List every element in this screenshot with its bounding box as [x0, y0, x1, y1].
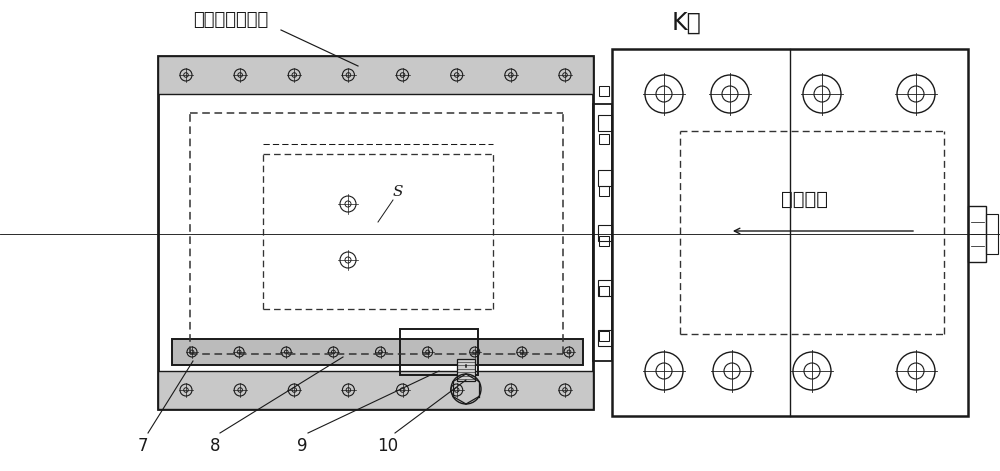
Bar	[986, 214, 998, 254]
Text: K向: K向	[672, 11, 702, 35]
Text: 7: 7	[138, 437, 148, 455]
Text: 10: 10	[377, 437, 399, 455]
Text: 传感器限制行程: 传感器限制行程	[193, 11, 268, 29]
Bar	[158, 371, 593, 409]
Bar	[599, 134, 609, 144]
Bar	[598, 115, 612, 131]
Bar	[599, 286, 609, 296]
Bar	[598, 280, 612, 296]
Bar	[968, 206, 986, 262]
Bar	[598, 225, 612, 241]
Bar	[612, 49, 968, 416]
Bar	[593, 104, 612, 361]
Bar	[599, 236, 609, 246]
Text: S: S	[393, 185, 403, 199]
Bar	[158, 56, 593, 409]
Bar	[599, 186, 609, 196]
Bar	[599, 86, 609, 96]
Bar	[598, 330, 612, 346]
Text: 8: 8	[210, 437, 220, 455]
Bar	[400, 329, 478, 375]
Bar	[158, 56, 593, 94]
Bar	[599, 331, 609, 341]
Bar	[457, 359, 475, 381]
Text: 9: 9	[297, 437, 307, 455]
Bar	[172, 339, 583, 365]
Bar	[598, 170, 612, 186]
Text: 活塞行程: 活塞行程	[782, 189, 828, 209]
